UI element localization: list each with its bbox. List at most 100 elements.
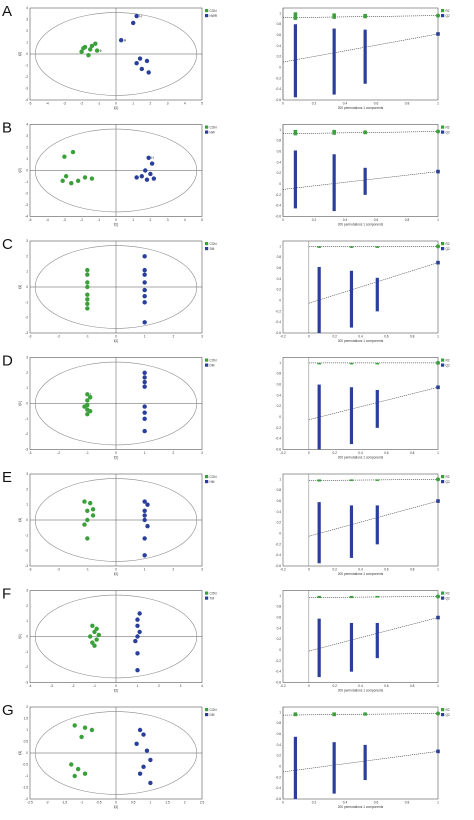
score-xtick-label: 5 [201,102,203,106]
perm-xtick-label: 0.4 [343,801,348,805]
score-point-group1 [86,52,91,58]
score-xtick-label: 2.5 [200,801,205,805]
score-point-group1 [85,284,90,290]
perm-xtick-label: 0 [308,335,310,339]
score-xtick-label: -1 [86,568,89,572]
score-legend-label: DM [210,713,215,717]
score-xtick-label: 1.5 [165,801,170,805]
score-point-group2 [137,629,142,635]
score-legend-label: CON [210,475,218,479]
r2-permutation-column [293,12,298,20]
perm-xtick-label: 1 [437,218,439,222]
score-point-group1 [88,634,93,639]
score-point-group1 [72,723,77,728]
perm-ytick-label: -0.4 [276,553,282,557]
score-point-group2 [144,58,150,64]
perm-legend-label: Q2 [446,14,450,18]
panel-B: B-5 -4 -3 -2 -1 0 1 2 3 4 5-4-3-2-101234t[1]t[2]CO… [2,120,450,227]
score-ytick-label: 3 [26,472,28,476]
r2-permutation-column [332,129,336,135]
score-point-group1 [90,640,95,645]
perm-ytick-label: 0.4 [277,743,282,747]
score-point-group2 [142,513,147,518]
score-xtick-label: 3 [201,568,203,572]
perm-legend-label: R2 [446,475,450,479]
score-xtick-label: -1 [97,102,100,106]
score-ytick-label: -2 [25,432,28,436]
score-point-group2 [142,300,147,305]
perm-xtick-label: 0 [308,684,310,688]
r2-regression-line [308,479,439,481]
score-point-group2 [142,517,147,523]
score-ytick-label: 0 [26,635,28,639]
r2-permutation-column [375,362,380,365]
panel-label: C [2,236,13,253]
perm-xtick-label: 0.4 [358,684,363,688]
score-point-group2 [134,741,139,746]
score-point-group1 [94,637,99,642]
perm-legend-swatch [441,475,445,479]
score-point-group2 [135,623,140,628]
perm-ytick-label: -0.4 [276,87,282,91]
score-point-group1 [96,632,102,638]
score-legend-swatch [205,9,209,13]
permutation-plot: -0.2 0 0.2 0.4 0.6 0.8 1 -0.6 -0.4 -0.2 0 0.2 0.4 0.6… [276,590,450,693]
q2-permutation-column [349,622,354,672]
score-point-group1 [70,149,76,155]
score-ytick-label: -0.5 [23,763,29,767]
score-legend-label: CON [210,359,218,363]
score-legend-swatch [205,358,209,362]
score-point-group1 [92,643,97,648]
score-xtick-label: -2 [57,451,60,455]
score-ytick-label: -3 [25,448,28,452]
score-xtick-label: -5 [29,218,32,222]
perm-legend-swatch [441,591,445,595]
perm-ytick-label: -0.6 [276,564,282,568]
perm-ytick-label: -0.6 [276,448,282,452]
perm-ytick-label: 0.2 [277,521,282,525]
perm-xtick-label: 0.8 [410,568,415,572]
score-point-group2 [135,651,140,656]
score-point-group1 [85,272,90,277]
perm-ytick-label: -0.4 [276,320,282,324]
score-point-group2 [142,272,147,277]
perm-ytick-label: 0.8 [277,721,282,725]
score-xlabel: t[1] [114,572,119,576]
perm-plot-frame [282,706,439,800]
score-point-group2 [148,780,153,786]
score-ytick-label: 4 [26,123,28,127]
score-point-group2 [142,294,147,299]
score-legend-swatch [205,247,209,251]
score-point-group1 [82,522,87,527]
q2-original-point [436,615,440,620]
score-xtick-label: 5 [201,218,203,222]
score-point-group2 [135,668,140,673]
score-legend-swatch [205,14,209,18]
score-xtick-label: 1 [150,801,152,805]
perm-ytick-label: 0.8 [277,22,282,26]
score-point-group1 [82,175,88,180]
perm-ytick-label: 0.2 [277,404,282,408]
perm-ytick-label: 0.6 [277,732,282,736]
score-legend-swatch [205,708,209,712]
score-xtick-label: -3 [63,218,66,222]
r2-permutation-column [363,712,367,716]
perm-ytick-label: -0.2 [276,659,282,663]
perm-plot-frame [282,240,439,334]
q2-regression-line [308,387,439,420]
perm-ytick-label: -0.2 [276,542,282,546]
score-xtick-label: -1 [86,451,89,455]
perm-ytick-label: 0.2 [277,637,282,641]
perm-xtick-label: 0.8 [410,684,415,688]
score-xlabel: t[1] [114,805,119,809]
score-ytick-label: -3 [25,331,28,335]
score-point-group2 [142,320,147,325]
perm-xtick-label: 0.2 [312,102,317,106]
score-xtick-label: 0.5 [131,801,136,805]
score-xlabel: t[1] [114,456,119,460]
panel-F: F-4 -3 -2 -1 0 1 2 3 4-3-2-10123t[1]t[1]CONTM-0.… [2,586,450,693]
perm-xtick-label: 1 [437,568,439,572]
score-point-group1 [90,507,96,512]
